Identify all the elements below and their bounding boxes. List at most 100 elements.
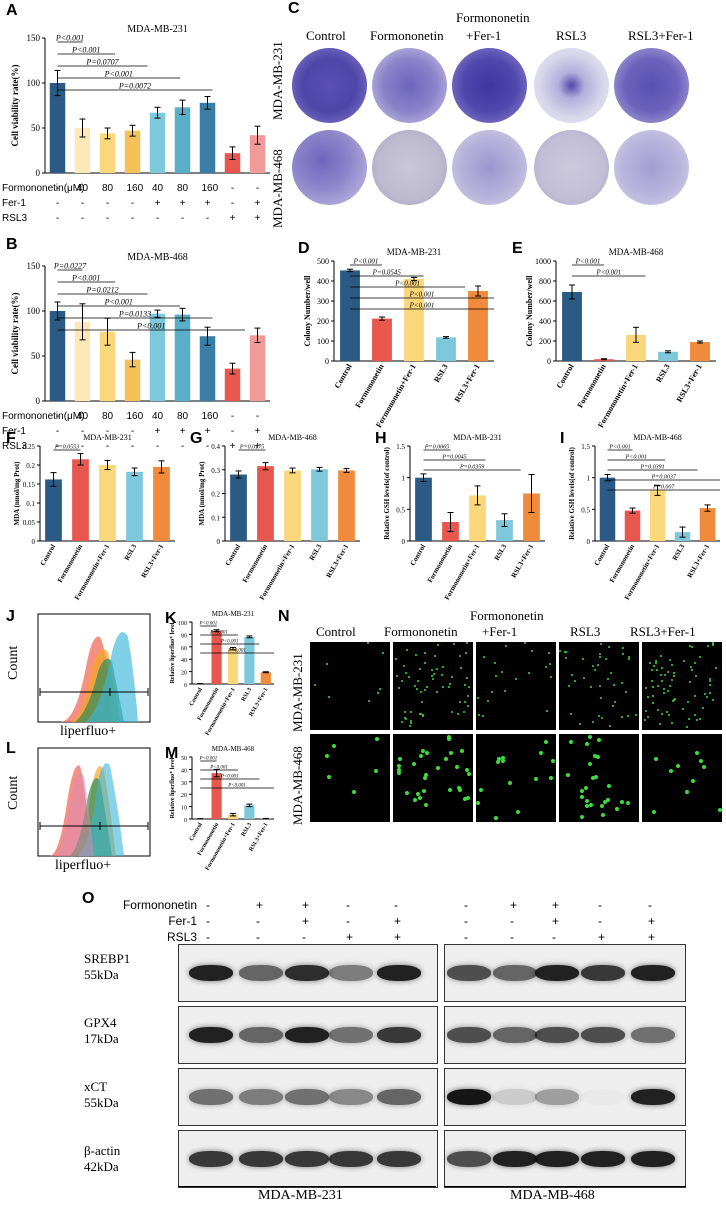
bar [49,83,66,173]
chart-title: MDA-MB-468 [609,247,664,257]
y-tick-label: 0.1 [26,500,35,508]
panel-label-e: E [512,240,523,257]
x-tick-label: Formononetin+Fer-1 [205,687,237,737]
bar [149,112,166,173]
chart-g-mda-468: MDA-MB-468 0 0.1 0.2 0.3 0.4 MDA (nmol/mg Prot… [198,433,360,601]
p-value: P=0.0545 [372,269,402,277]
wb-kda-bactin: 42kDa [84,1159,119,1174]
y-tick-label: 20 [181,793,187,799]
wb-kda-xct: 55kDa [84,1095,119,1110]
blot-band [285,965,329,981]
p-value: P<0.001 [227,649,246,654]
wb-underline-468 [444,1186,686,1187]
bar [224,368,241,401]
bar [227,814,239,819]
n-col-formo-b: +Fer-1 [482,624,518,639]
y-tick-label: 0 [36,168,41,178]
y-tick-label: 0 [32,538,36,546]
chart-title: MDA-MB-231 [83,433,131,442]
wb-underline-231 [178,1186,436,1187]
bar [74,128,91,173]
x-tick-label: Formononetin [575,362,608,409]
blot-strip [444,1006,686,1064]
treatment-cell: - [180,441,185,452]
treatment-sign: - [464,914,468,928]
treatment-cell: 40 [151,411,164,422]
treatment-cell: - [205,213,210,224]
y-tick-label: 0 [325,357,329,366]
treatment-row-label: RSL3 [2,441,28,452]
treatment-cell: - [105,198,110,209]
bar [99,331,116,401]
treatment-row-label: Formononetin(μM) [2,411,85,422]
fluorescence-image [476,734,556,822]
blot-band [581,1089,625,1105]
y-tick-label: 0 [402,538,406,546]
treatment-sign: + [648,930,656,944]
blot-band [239,1089,283,1105]
y-tick-label: 1 [587,475,591,483]
blot-band [631,965,675,981]
y-tick-label: 50 [181,756,187,762]
y-tick-label: 1.5 [581,443,590,451]
bar [690,342,710,361]
blot-band [535,965,579,981]
x-tick-label: RSL3 [123,543,139,562]
treatment-row-label: Fer-1 [2,198,26,209]
n-col-rsl3: RSL3 [570,624,601,639]
treatment-cell: - [55,183,60,194]
x-tick-label: Control [189,822,204,843]
flow-j-xlabel: liperfluo+ [60,724,117,739]
bar [372,318,392,361]
y-axis-label: Relative liperfluo⁺ level [169,622,176,683]
bar [626,334,646,361]
treatment-cell: - [130,441,135,452]
panel-label-f: F [6,430,16,447]
y-axis-label: Relative GSH levels(of control) [383,447,391,540]
p-value: P<0.001 [104,70,133,79]
y-tick-label: 0.15 [23,481,36,489]
wb-protein-xct: xCT [84,1079,108,1094]
x-tick-label: RSL3 [654,363,672,384]
flow-l-xlabel: liperfluo+ [55,858,112,873]
blot-band [631,1151,675,1167]
y-axis-label: Colony Number/well [525,275,534,347]
flow-histogram-l [37,747,151,857]
x-tick-label: RSL3 [432,363,450,384]
x-tick-label: RSL3+Fer-1 [453,363,482,404]
flow-j-ylabel: Count [6,645,21,680]
y-axis-label: Cell viability rate(%) [10,293,20,375]
y-tick-label: 0.2 [211,491,220,499]
treatment-cell: 80 [176,183,189,194]
blot-band [329,1027,373,1043]
p-value: P=0.0391 [639,465,664,471]
blot-band [239,1027,283,1043]
x-tick-label: Control [409,543,428,567]
panel-label-h: H [375,430,387,447]
treatment-cell: - [230,426,235,437]
blot-strip [178,1006,438,1064]
chart-title: MDA-MB-468 [268,433,316,442]
plate-468-control [292,130,367,205]
bar [562,292,582,361]
blot-band [493,1151,537,1167]
blot-band [447,965,491,981]
treatment-sign: - [346,914,350,928]
p-value: P=0.0065 [424,445,449,451]
wb-kda-srebp1: 55kDa [84,967,119,982]
treatment-cell: 80 [176,411,189,422]
blot-strip [444,944,686,1002]
y-axis-label: Relative liperfluo⁺ level [169,757,176,818]
treatment-sign: - [510,930,514,944]
x-tick-label: Formononetin [426,543,454,584]
wb-row-fer1: Fer-1 [168,914,197,928]
bar [523,493,540,541]
blot-band [329,1151,373,1167]
p-value: P<0.001 [409,302,435,310]
plate-231-formononetin [372,48,447,123]
treatment-row-label: RSL3 [2,213,28,224]
treatment-sign: - [256,914,260,928]
p-value: P=0.0072 [118,82,151,91]
n-col-rsl3-fer: RSL3+Fer-1 [630,624,696,639]
treatment-cell: + [254,441,261,452]
